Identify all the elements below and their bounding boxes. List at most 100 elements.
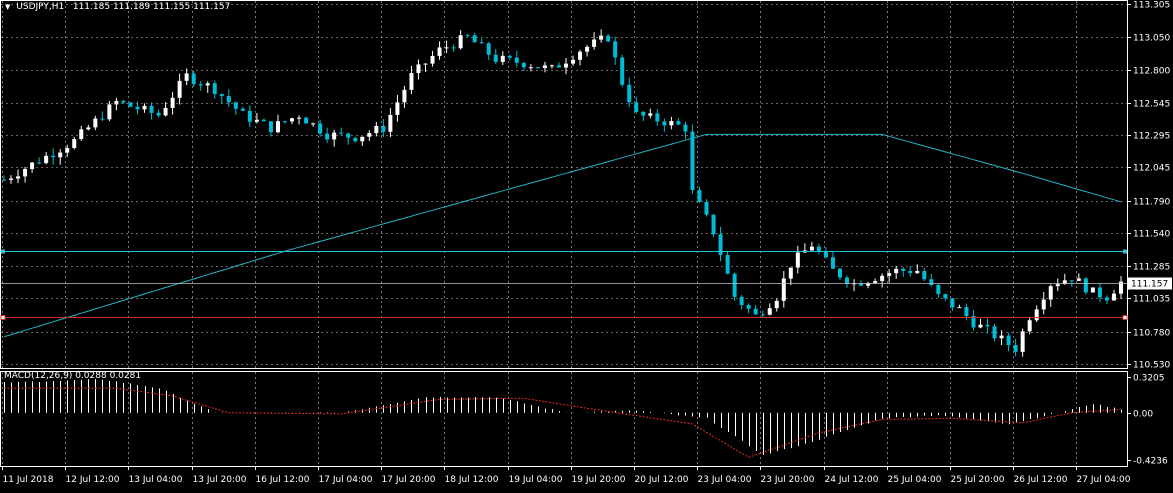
candle-body (578, 51, 583, 60)
candle-body (353, 137, 358, 142)
candle-body (901, 268, 906, 271)
candle-body (121, 100, 126, 103)
hline-cyan-handle-left (1, 249, 5, 254)
x-tick-label: 13 Jul 20:00 (193, 475, 247, 485)
candle-body (1104, 297, 1109, 301)
candle-body (135, 106, 140, 110)
candle-body (261, 119, 266, 122)
candle-body (465, 35, 470, 37)
x-tick-label: 17 Jul 20:00 (382, 475, 436, 485)
candle-body (388, 114, 393, 132)
candle-body (458, 35, 463, 49)
x-tick-label: 23 Jul 20:00 (761, 475, 815, 485)
candle-body (311, 123, 316, 125)
candle-body (1090, 287, 1095, 293)
candle-body (845, 277, 850, 284)
candle-body (683, 124, 688, 132)
candle-body (830, 257, 835, 269)
candle-body (592, 39, 597, 47)
macd-panel-border (0, 371, 1128, 467)
x-tick-label: 17 Jul 04:00 (319, 475, 373, 485)
candle-body (423, 63, 428, 65)
candle-body (788, 267, 793, 279)
candle-body (114, 100, 119, 105)
candle-body (599, 35, 604, 40)
macd-y-tick-label: 0.3205 (1133, 374, 1165, 384)
candle-body (711, 214, 716, 235)
candle-body (767, 308, 772, 315)
candle-body (641, 111, 646, 116)
x-tick-label: 18 Jul 12:00 (445, 475, 499, 485)
dropdown-triangle-icon[interactable]: ▼ (5, 3, 11, 11)
candle-body (936, 284, 941, 295)
candle-body (1006, 335, 1011, 345)
candle-body (86, 127, 91, 130)
candle-body (500, 55, 505, 62)
candle-body (212, 83, 217, 95)
grid-layer (0, 0, 1128, 467)
candle-body (430, 55, 435, 64)
candle-body (999, 335, 1004, 339)
candle-body (753, 308, 758, 315)
macd-layer (4, 379, 1122, 458)
candle-body (648, 113, 653, 116)
candle-body (1062, 280, 1067, 285)
candle-body (16, 176, 21, 179)
candle-body (451, 47, 456, 49)
candle-body (606, 35, 611, 42)
candle-body (9, 178, 14, 180)
candle-body (760, 314, 765, 316)
macd-y-tick-label: -0.4236 (1133, 457, 1168, 467)
candle-body (23, 169, 28, 177)
candle-body (416, 64, 421, 74)
candle-body (795, 252, 800, 268)
candle-body (564, 63, 569, 68)
candle-body (655, 113, 660, 122)
candle-body (880, 275, 885, 282)
candle-body (774, 300, 779, 309)
candle-body (233, 102, 238, 109)
candle-body (177, 80, 182, 98)
candle-body (971, 316, 976, 328)
candle-body (816, 246, 821, 252)
candle-body (535, 67, 540, 69)
candle-body (374, 125, 379, 134)
candle-body (866, 282, 871, 286)
candle-body (198, 84, 203, 86)
candle-body (571, 59, 576, 64)
candle-body (409, 73, 414, 90)
candle-body (746, 305, 751, 309)
candle-body (283, 121, 288, 123)
candle-body (887, 273, 892, 276)
x-tick-label: 13 Jul 04:00 (129, 475, 183, 485)
candle-body (318, 123, 323, 134)
ohlc-readout: 111.185 111.189 111.155 111.157 (72, 2, 231, 12)
candle-body (51, 155, 56, 158)
candle-body (1097, 287, 1102, 298)
candle-body (437, 47, 442, 56)
candle-body (268, 121, 273, 133)
candle-body (93, 118, 98, 128)
candle-body (613, 41, 618, 58)
candle-body (205, 83, 210, 86)
candle-body (514, 57, 519, 63)
horizontal-lines-layer: 111.157 (0, 249, 1172, 320)
candle-body (873, 281, 878, 283)
candle-body (732, 273, 737, 297)
candle-body (690, 131, 695, 191)
candle-body (325, 133, 330, 140)
current-price-label: 111.157 (1131, 280, 1168, 290)
candle-body (297, 117, 302, 119)
candle-body (781, 278, 786, 301)
candle-body (859, 283, 864, 286)
y-tick-label: 112.295 (1133, 132, 1170, 142)
price-panel-border (0, 0, 1128, 369)
candle-body (275, 121, 280, 133)
candle-body (149, 105, 154, 113)
candle-body (184, 73, 189, 81)
candle-body (964, 307, 969, 317)
hline-cyan-handle-right (1123, 249, 1127, 254)
candle-body (290, 118, 295, 122)
